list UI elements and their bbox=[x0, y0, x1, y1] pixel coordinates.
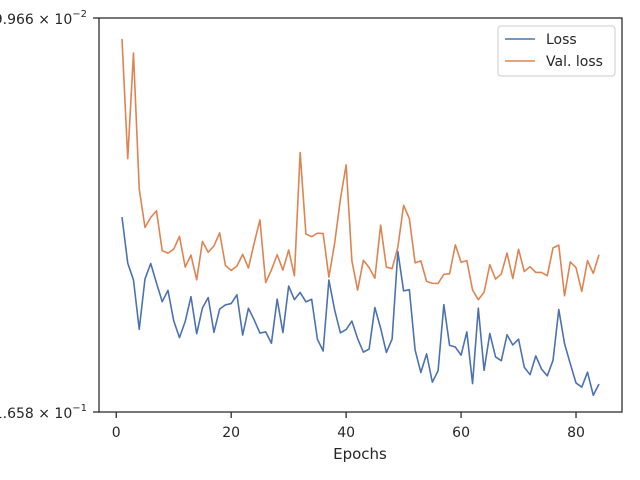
legend-label-val-loss: Val. loss bbox=[546, 54, 603, 70]
x-tick-label: 40 bbox=[337, 425, 355, 441]
y-tick-label-top-exponent: −2 bbox=[72, 9, 87, 20]
y-tick-label-bottom-exponent: −1 bbox=[72, 403, 87, 414]
x-axis: 0 20 40 60 80 bbox=[112, 412, 585, 441]
series-line-val-loss bbox=[121, 38, 600, 301]
plot-background bbox=[99, 18, 622, 412]
y-tick-label-top: 9.966 × 10−2 bbox=[0, 9, 87, 28]
y-tick-label-bottom-mantissa: 1.658 × 10 bbox=[0, 406, 72, 422]
plot-frame bbox=[98, 17, 623, 413]
x-tick-label: 80 bbox=[567, 425, 585, 441]
y-tick-label-bottom: 1.658 × 10−1 bbox=[0, 403, 87, 422]
x-tick-label: 0 bbox=[112, 425, 121, 441]
series-line-loss bbox=[121, 216, 600, 397]
legend-label-loss: Loss bbox=[546, 32, 577, 48]
x-tick-label: 60 bbox=[452, 425, 470, 441]
x-axis-title: Epochs bbox=[333, 445, 387, 463]
series-layer bbox=[121, 38, 600, 397]
y-tick-label-top-mantissa: 9.966 × 10 bbox=[0, 12, 72, 28]
y-axis: 9.966 × 10−2 1.658 × 10−1 bbox=[0, 9, 99, 422]
legend: Loss Val. loss bbox=[497, 25, 616, 77]
x-tick-label: 20 bbox=[222, 425, 240, 441]
